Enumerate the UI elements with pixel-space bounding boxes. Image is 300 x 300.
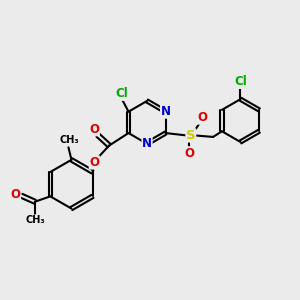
- Text: S: S: [186, 129, 196, 142]
- Text: Cl: Cl: [234, 75, 247, 88]
- Text: N: N: [142, 137, 152, 150]
- Text: O: O: [11, 188, 20, 201]
- Text: O: O: [197, 111, 207, 124]
- Text: Cl: Cl: [116, 87, 128, 100]
- Text: O: O: [89, 156, 99, 169]
- Text: O: O: [89, 123, 99, 136]
- Text: N: N: [160, 105, 171, 118]
- Text: O: O: [184, 147, 194, 160]
- Text: CH₃: CH₃: [25, 215, 45, 225]
- Text: CH₃: CH₃: [59, 136, 79, 146]
